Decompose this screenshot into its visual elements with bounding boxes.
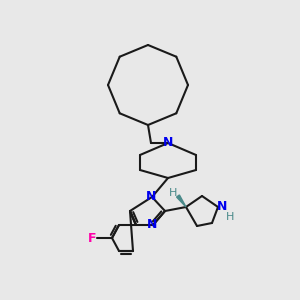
Text: N: N xyxy=(146,190,156,203)
Text: N: N xyxy=(147,218,157,232)
Text: H: H xyxy=(226,212,234,222)
Text: F: F xyxy=(88,232,96,244)
Text: H: H xyxy=(169,188,177,198)
Text: N: N xyxy=(163,136,173,149)
Text: N: N xyxy=(217,200,227,214)
Polygon shape xyxy=(177,195,186,207)
